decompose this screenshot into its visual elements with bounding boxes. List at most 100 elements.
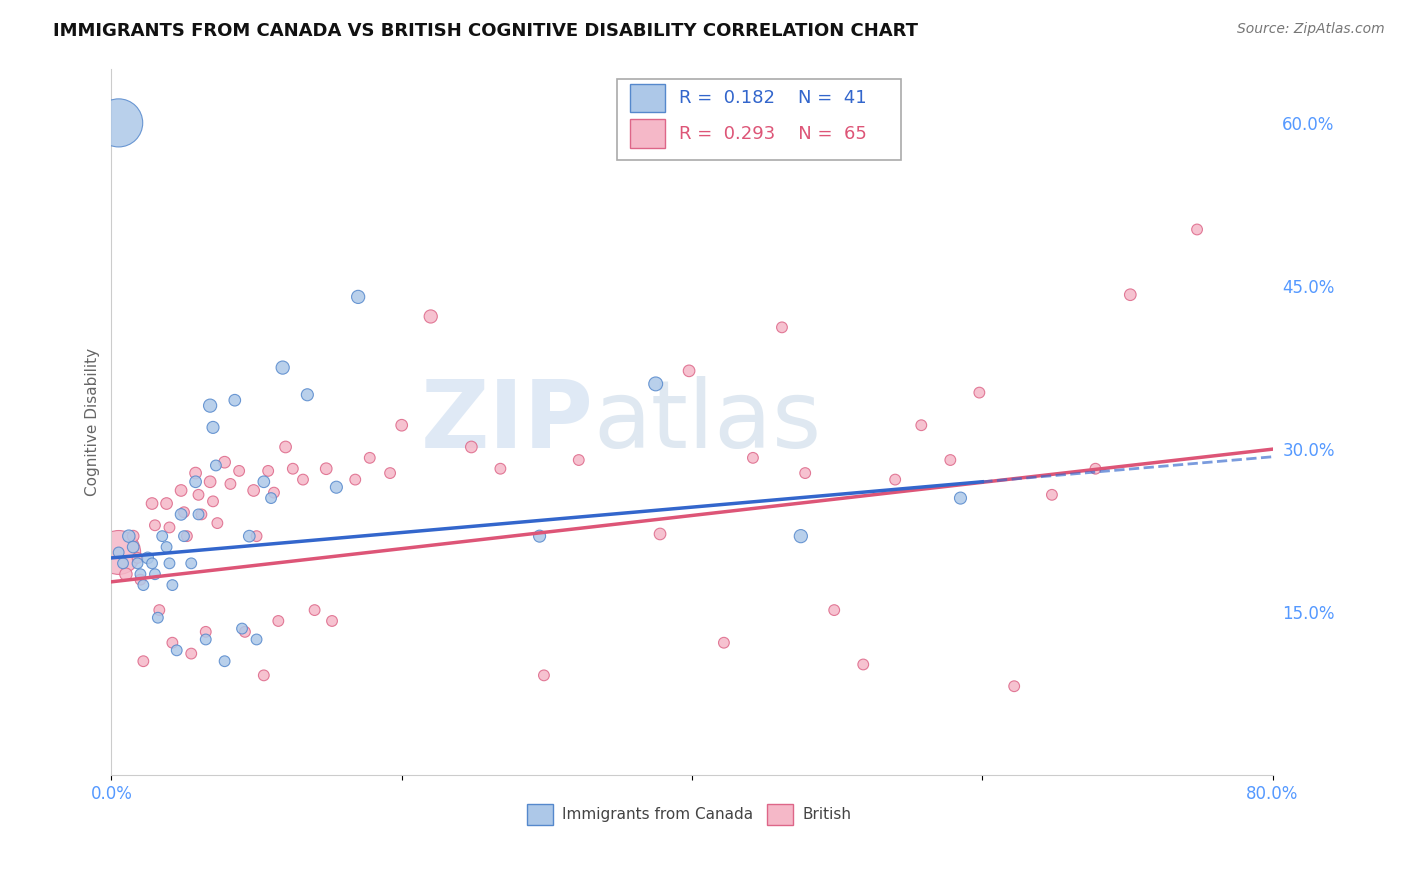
Point xyxy=(245,529,267,543)
Point xyxy=(132,654,155,668)
Point xyxy=(529,529,551,543)
Point xyxy=(162,578,184,592)
Point xyxy=(136,550,159,565)
Text: British: British xyxy=(803,806,851,822)
Point xyxy=(122,540,145,554)
Text: Immigrants from Canada: Immigrants from Canada xyxy=(562,806,754,822)
Point xyxy=(910,418,932,433)
Point xyxy=(1185,222,1208,236)
Point xyxy=(143,567,166,582)
Point xyxy=(180,647,202,661)
Point xyxy=(325,480,347,494)
Point xyxy=(1040,488,1063,502)
Text: R =  0.182    N =  41: R = 0.182 N = 41 xyxy=(679,89,868,107)
Point xyxy=(127,550,149,565)
Point xyxy=(274,440,297,454)
Point xyxy=(166,643,188,657)
Text: IMMIGRANTS FROM CANADA VS BRITISH COGNITIVE DISABILITY CORRELATION CHART: IMMIGRANTS FROM CANADA VS BRITISH COGNIT… xyxy=(53,22,918,40)
Point xyxy=(155,540,177,554)
Point xyxy=(202,420,225,434)
Point xyxy=(263,485,285,500)
Point xyxy=(205,458,228,473)
Point xyxy=(267,614,290,628)
Point xyxy=(1119,287,1142,301)
Point xyxy=(271,360,294,375)
Point xyxy=(790,529,813,543)
Point xyxy=(202,494,225,508)
Point xyxy=(198,475,221,489)
Point xyxy=(214,455,236,469)
Point xyxy=(155,496,177,510)
Point xyxy=(132,578,155,592)
Point xyxy=(260,491,283,505)
Point xyxy=(127,557,149,571)
Point xyxy=(533,668,555,682)
Point xyxy=(253,668,276,682)
Point xyxy=(170,483,193,498)
Point xyxy=(146,611,169,625)
Point xyxy=(107,116,129,130)
Point xyxy=(228,464,250,478)
Point xyxy=(568,453,591,467)
Point xyxy=(170,508,193,522)
Point xyxy=(257,464,280,478)
Point xyxy=(292,473,315,487)
Point xyxy=(233,624,256,639)
Point xyxy=(321,614,343,628)
Point xyxy=(242,483,264,498)
Point xyxy=(460,440,482,454)
Point xyxy=(173,505,195,519)
Point xyxy=(949,491,972,505)
Point xyxy=(187,488,209,502)
Point xyxy=(224,393,246,408)
Point xyxy=(678,364,700,378)
Point xyxy=(190,508,212,522)
Point xyxy=(304,603,326,617)
Point xyxy=(391,418,413,433)
FancyBboxPatch shape xyxy=(630,120,665,148)
Point xyxy=(194,632,217,647)
Point xyxy=(347,290,370,304)
Text: Source: ZipAtlas.com: Source: ZipAtlas.com xyxy=(1237,22,1385,37)
Text: ZIP: ZIP xyxy=(420,376,593,468)
Point xyxy=(297,388,319,402)
Point xyxy=(359,450,381,465)
Point xyxy=(162,636,184,650)
Point xyxy=(118,529,141,543)
Point xyxy=(648,527,671,541)
Point xyxy=(143,518,166,533)
Point xyxy=(419,310,441,324)
FancyBboxPatch shape xyxy=(768,804,793,825)
Point xyxy=(852,657,875,672)
FancyBboxPatch shape xyxy=(616,79,901,161)
Point xyxy=(159,520,181,534)
Point xyxy=(742,450,765,465)
Point xyxy=(198,399,221,413)
Point xyxy=(141,496,163,510)
Point xyxy=(378,466,401,480)
Point xyxy=(245,632,267,647)
Point xyxy=(150,529,173,543)
Point xyxy=(107,545,129,559)
Point xyxy=(489,461,512,475)
Point xyxy=(214,654,236,668)
FancyBboxPatch shape xyxy=(527,804,553,825)
Point xyxy=(141,557,163,571)
Text: R =  0.293    N =  65: R = 0.293 N = 65 xyxy=(679,125,868,143)
Point xyxy=(159,557,181,571)
Point xyxy=(1002,679,1025,693)
Point xyxy=(129,567,152,582)
Point xyxy=(180,557,202,571)
Point xyxy=(173,529,195,543)
Point xyxy=(187,508,209,522)
Text: atlas: atlas xyxy=(593,376,821,468)
Point xyxy=(231,622,253,636)
Point xyxy=(281,461,304,475)
Point xyxy=(1084,461,1107,475)
Point xyxy=(148,603,170,617)
Point xyxy=(176,529,198,543)
Point xyxy=(794,466,817,480)
Point xyxy=(823,603,845,617)
Point xyxy=(238,529,260,543)
Point xyxy=(939,453,962,467)
